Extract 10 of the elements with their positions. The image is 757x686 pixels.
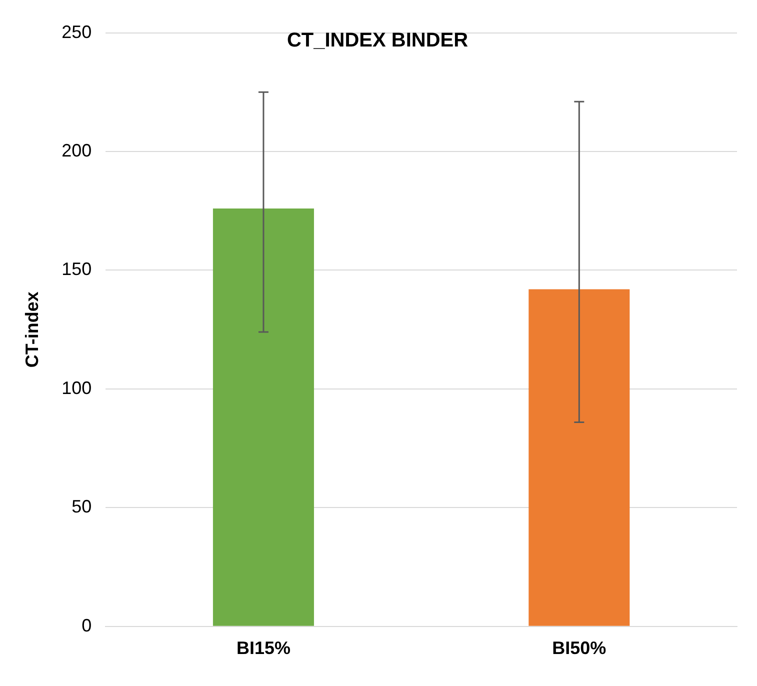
chart-title: CT_INDEX BINDER — [286, 29, 469, 52]
y-axis-title: CT-index — [22, 292, 42, 368]
y-tick-label: 200 — [62, 140, 92, 160]
y-tick-label: 150 — [62, 259, 92, 280]
y-tick-label: 100 — [62, 378, 92, 398]
y-tick-label: 50 — [72, 496, 92, 517]
x-tick-label: BI50% — [552, 638, 606, 658]
x-tick-label: BI15% — [236, 638, 290, 658]
y-tick-label: 0 — [82, 615, 92, 636]
y-tick-label: 250 — [62, 22, 92, 42]
